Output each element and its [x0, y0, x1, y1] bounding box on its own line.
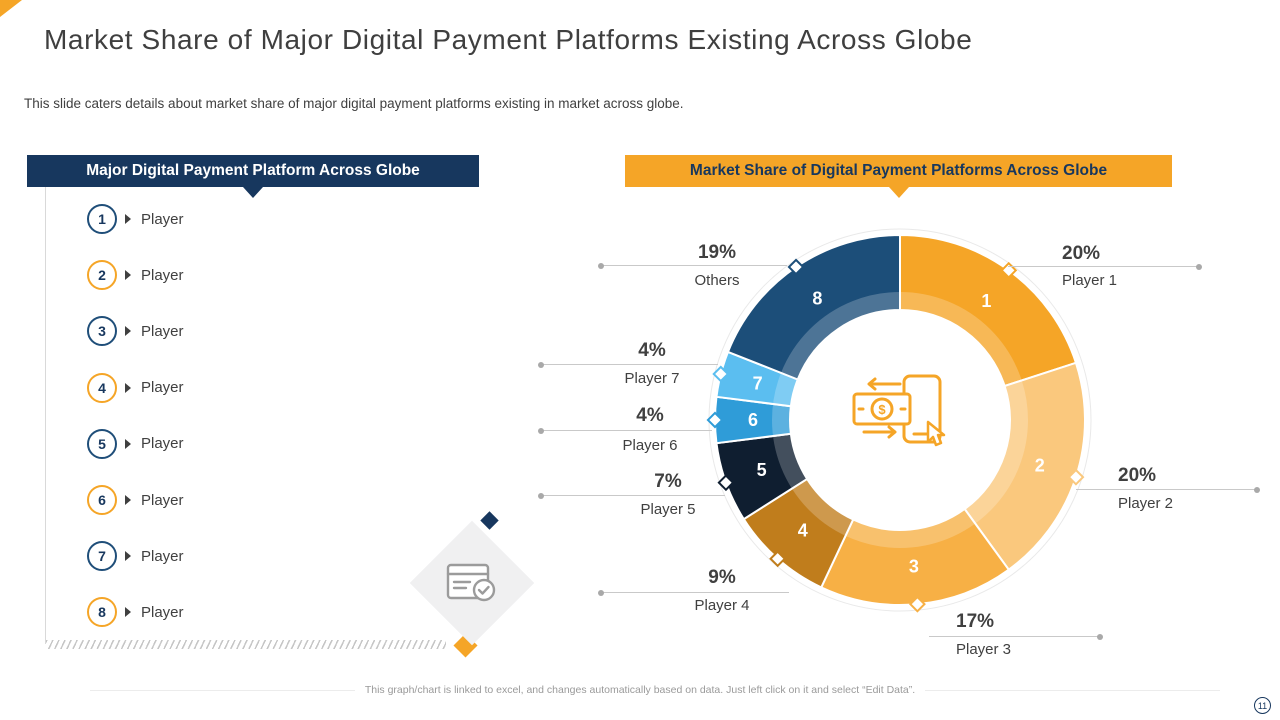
payment-card-icon [446, 563, 496, 602]
title-arrow-icon [0, 0, 22, 17]
player-list-item-4: 4 Player [87, 371, 184, 405]
left-panel-header-label: Major Digital Payment Platform Across Gl… [86, 162, 420, 179]
footer-note-text: This graph/chart is linked to excel, and… [354, 684, 926, 696]
segment-number-label: 8 [812, 288, 822, 308]
player-label: Player [141, 603, 184, 621]
player-label: Player [141, 379, 184, 397]
player-list-item-5: 5 Player [87, 427, 184, 461]
segment-diamond-marker [1067, 468, 1085, 486]
triangle-down-icon [888, 187, 909, 198]
player-number-badge: 7 [87, 541, 117, 572]
player-number-badge: 2 [87, 260, 117, 291]
segment-number-label: 4 [798, 520, 808, 540]
page-title: Market Share of Major Digital Payment Pl… [44, 24, 973, 55]
player-number-badge: 4 [87, 372, 117, 403]
navy-diamond-marker [480, 511, 499, 530]
svg-text:$: $ [878, 402, 886, 417]
segment-number-label: 6 [748, 410, 758, 430]
chart-panel-header: Market Share of Digital Payment Platform… [625, 155, 1172, 198]
donut-segment-player-1[interactable] [899, 233, 1078, 388]
player-number-badge: 1 [87, 204, 117, 234]
player-label: Player [141, 210, 184, 228]
arrow-right-icon [125, 607, 131, 618]
donut-chart-svg[interactable]: 1 2 3 4 5 6 7 8 [700, 220, 1100, 620]
footer-note: This graph/chart is linked to excel, and… [0, 684, 1280, 696]
arrow-right-icon [125, 214, 131, 224]
segment-diamond-marker [717, 474, 735, 492]
player-number-badge: 3 [87, 316, 117, 347]
triangle-down-icon [243, 187, 263, 198]
segment-number-label: 2 [1035, 455, 1045, 475]
donut-segment-others[interactable] [726, 233, 901, 381]
segment-diamond-marker [908, 595, 926, 613]
player-label: Player [141, 435, 184, 453]
player-number-badge: 5 [87, 428, 117, 459]
player-label: Player [141, 322, 184, 340]
arrow-right-icon [125, 270, 131, 281]
player-number-badge: 8 [87, 597, 117, 628]
player-label: Player [141, 547, 184, 565]
arrow-right-icon [125, 495, 131, 505]
player-list-item-6: 6 Player [87, 483, 184, 517]
segment-number-label: 7 [753, 373, 763, 393]
donut-segment-player-2[interactable] [963, 361, 1086, 572]
arrow-right-icon [125, 326, 131, 337]
payment-transfer-icon: $ [852, 374, 946, 447]
arrow-right-icon [125, 551, 131, 562]
page-number-badge: 11 [1254, 697, 1271, 714]
segment-number-label: 5 [757, 460, 767, 480]
player-list-item-3: 3 Player [87, 314, 184, 348]
chart-panel-header-label: Market Share of Digital Payment Platform… [689, 162, 1108, 179]
hatched-baseline [46, 640, 446, 649]
segment-diamond-marker [712, 365, 730, 383]
arrow-right-icon [125, 438, 131, 449]
player-list-item-7: 7 Player [87, 539, 184, 573]
arrow-right-icon [125, 382, 131, 393]
segment-number-label: 1 [981, 291, 991, 311]
player-label: Player [141, 266, 184, 284]
segment-diamond-marker [769, 550, 787, 568]
segment-number-label: 3 [909, 556, 919, 576]
player-list-item-2: 2 Player [87, 258, 184, 292]
connector-line [45, 187, 46, 644]
segment-diamond-marker [787, 258, 805, 276]
player-number-badge: 6 [87, 485, 117, 515]
segment-diamond-marker [706, 411, 724, 429]
slide-subtitle: This slide caters details about market s… [24, 96, 684, 111]
player-list-item-8: 8 Player [87, 595, 184, 629]
player-label: Player [141, 491, 184, 509]
player-list-item-1: 1 Player [87, 202, 184, 236]
left-panel-header: Major Digital Payment Platform Across Gl… [27, 155, 479, 198]
